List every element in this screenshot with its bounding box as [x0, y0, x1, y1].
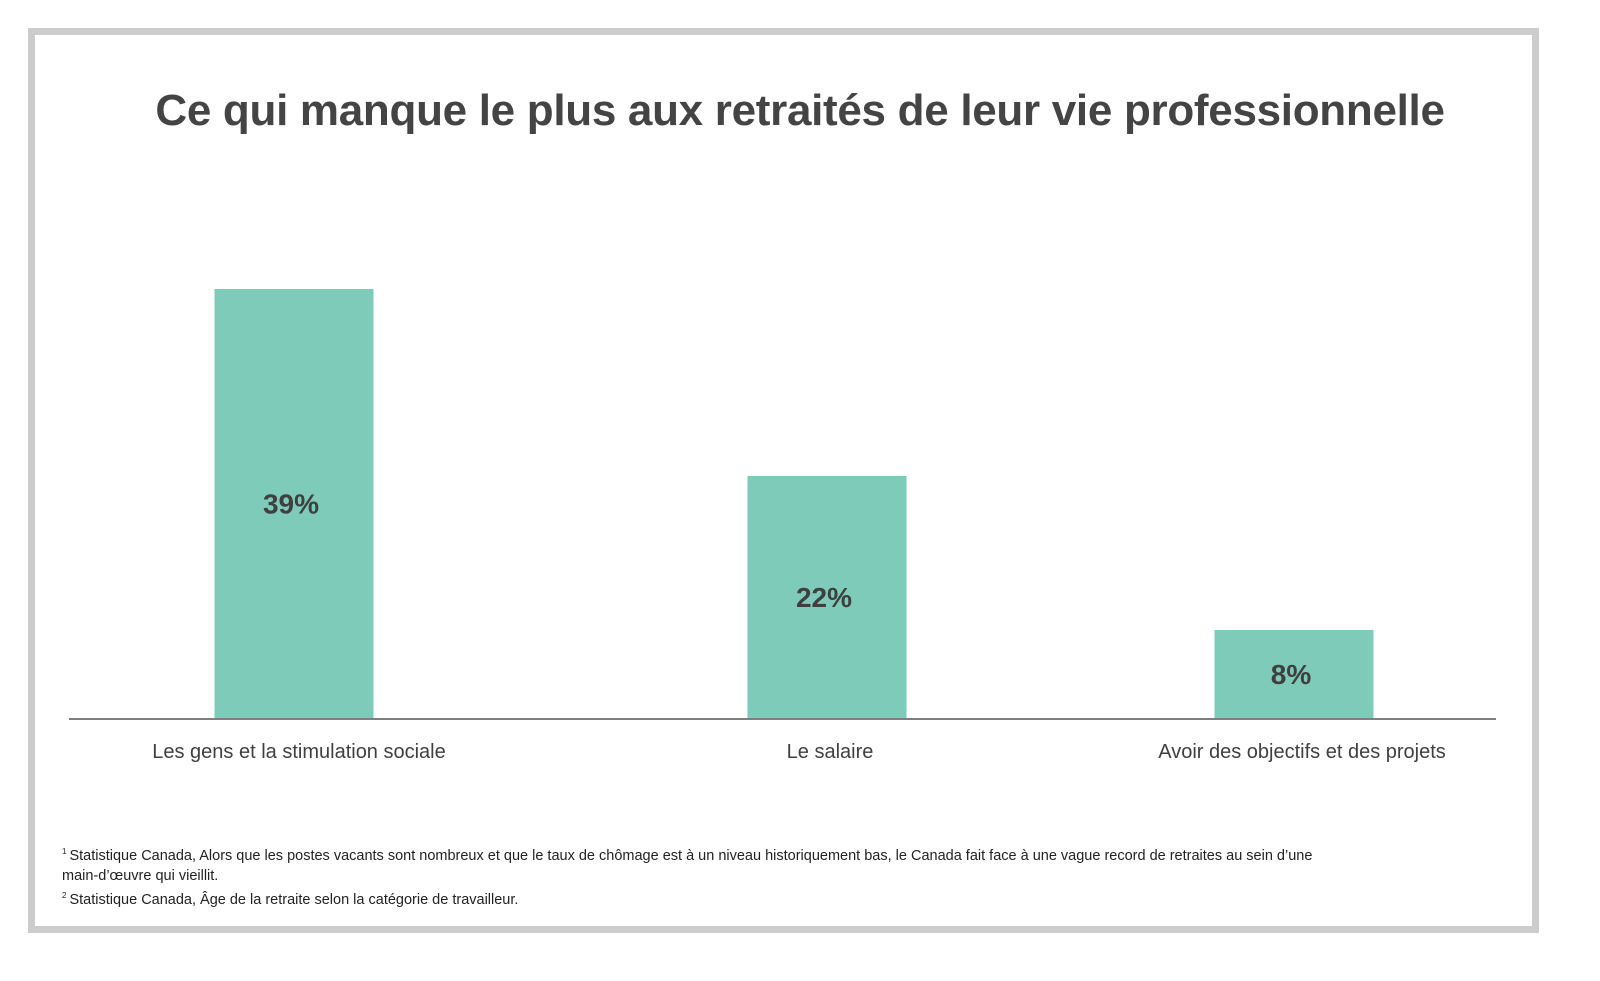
- category-label: Le salaire: [787, 741, 874, 763]
- footnote-2: 2 Statistique Canada, Âge de la retraite …: [62, 886, 1322, 910]
- chart-title: Ce qui manque le plus aux retraités de l…: [155, 86, 1445, 135]
- footnote-marker: 1: [62, 847, 67, 856]
- category-label: Avoir des objectifs et des projets: [1158, 741, 1446, 763]
- category-label: Les gens et la stimulation sociale: [152, 741, 446, 763]
- footnote-marker: 2: [62, 891, 67, 900]
- footnote-text: Statistique Canada, Alors que les postes…: [62, 848, 1313, 884]
- bar-2: [747, 476, 907, 718]
- bar-value-label: 39%: [263, 489, 319, 520]
- bar-value-label: 22%: [796, 582, 852, 613]
- bar-1: [214, 289, 374, 718]
- footnotes: 1 Statistique Canada, Alors que les poste…: [62, 842, 1322, 910]
- bar-value-label: 8%: [1271, 659, 1312, 690]
- footnote-text: Statistique Canada, Âge de la retraite s…: [69, 892, 519, 908]
- bar-3: [1214, 630, 1374, 718]
- footnote-1: 1 Statistique Canada, Alors que les poste…: [62, 842, 1322, 886]
